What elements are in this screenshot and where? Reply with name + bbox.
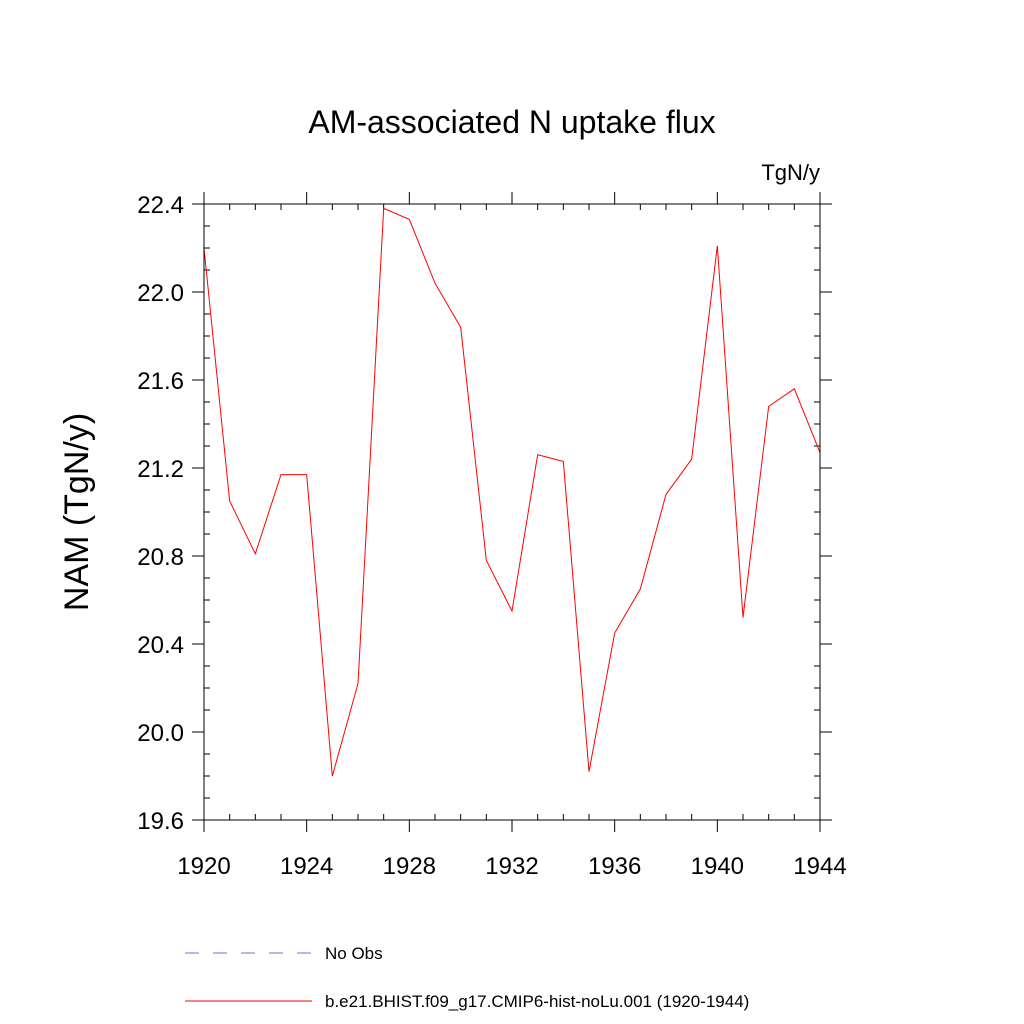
y-tick-label: 22.0 xyxy=(137,280,184,307)
y-tick-label: 21.2 xyxy=(137,456,184,483)
y-tick-label: 22.4 xyxy=(137,192,184,219)
units-label: TgN/y xyxy=(761,160,820,185)
legend-label: b.e21.BHIST.f09_g17.CMIP6-hist-noLu.001 … xyxy=(325,992,749,1011)
y-tick-label: 20.4 xyxy=(137,632,184,659)
x-tick-label: 1944 xyxy=(793,853,846,880)
tick-labels: 1920 1924 1928 1932 1936 1940 1944 19.6 20.0 20.4… xyxy=(137,192,846,880)
x-tick-label: 1936 xyxy=(588,853,641,880)
y-tick-label: 19.6 xyxy=(137,808,184,835)
x-tick-label: 1940 xyxy=(691,853,744,880)
plot-frame xyxy=(203,203,821,821)
series-line xyxy=(203,207,821,777)
x-tick-label: 1932 xyxy=(485,853,538,880)
y-axis-label: NAM (TgN/y) xyxy=(58,413,96,611)
x-tick-label: 1920 xyxy=(177,853,230,880)
series-lines xyxy=(203,207,821,777)
x-tick-label: 1924 xyxy=(280,853,333,880)
y-tick-label: 20.0 xyxy=(137,720,184,747)
legend: No Obs b.e21.BHIST.f09_g17.CMIP6-hist-noL… xyxy=(185,944,749,1011)
legend-label: No Obs xyxy=(325,944,383,963)
chart-title: AM-associated N uptake flux xyxy=(308,104,715,140)
x-tick-label: 1928 xyxy=(383,853,436,880)
axis-ticks xyxy=(192,192,832,832)
y-tick-label: 21.6 xyxy=(137,368,184,395)
y-tick-label: 20.8 xyxy=(137,544,184,571)
